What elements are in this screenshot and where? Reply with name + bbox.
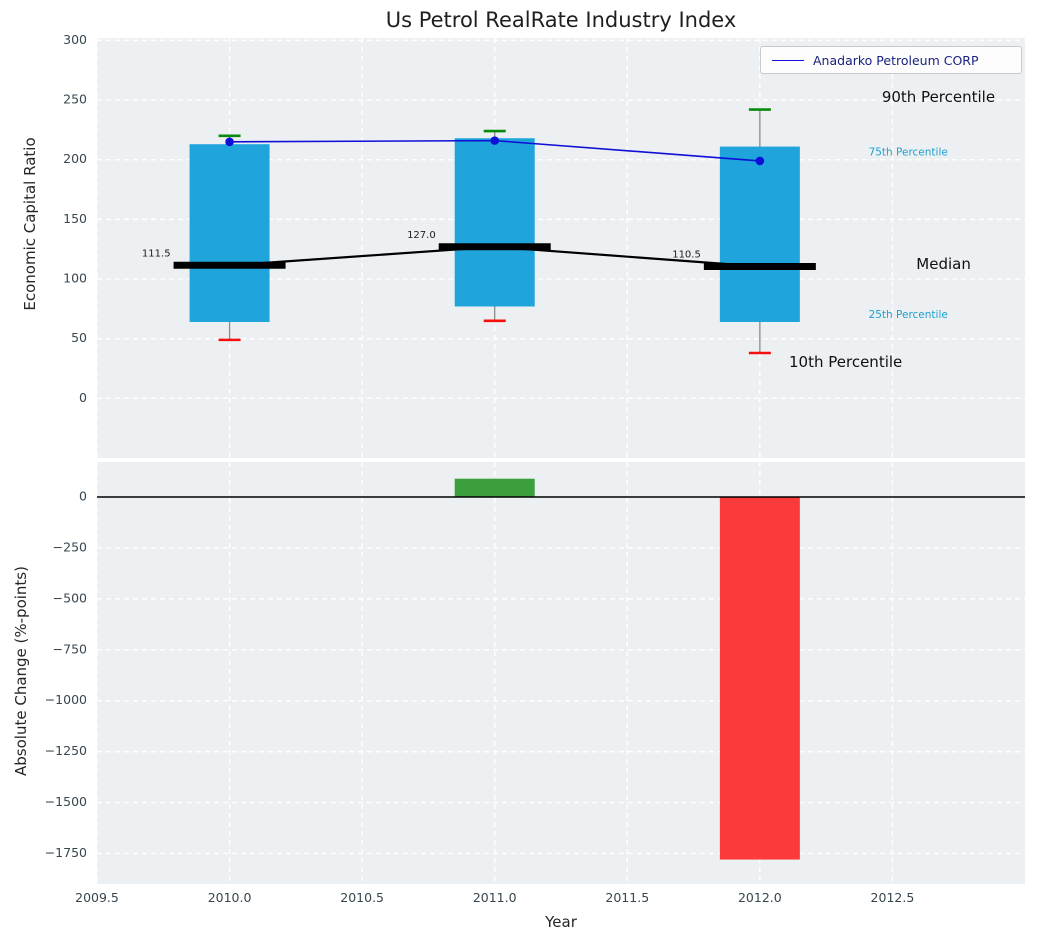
top-ytick-200: 200 (63, 151, 87, 166)
bottom-ytick-2: −500 (53, 590, 87, 605)
bottom-ytick-6: −1500 (45, 794, 87, 809)
legend-line-sample (772, 59, 804, 61)
top-ytick-100: 100 (63, 271, 87, 286)
bottom-ytick-3: −750 (53, 641, 87, 656)
chart-title: Us Petrol RealRate Industry Index (385, 8, 737, 32)
bottom-ytick-7: −1750 (45, 845, 87, 860)
legend-label: Anadarko Petroleum CORP (813, 52, 979, 68)
annotation-75th-percentile: 75th Percentile (869, 147, 948, 159)
top-ytick-300: 300 (63, 32, 87, 47)
median-value-label-2011: 127.0 (407, 230, 436, 241)
percentile-box-2011: 127.0 (407, 129, 551, 323)
bottom-ytick-4: −1000 (45, 692, 87, 707)
bottom-axes-background (97, 462, 1025, 884)
median-value-label-2010: 111.5 (142, 248, 171, 259)
bottom-ytick-1: −250 (53, 539, 87, 554)
change-bar-2011 (454, 478, 535, 498)
bottom-ytick-0: 0 (79, 489, 87, 504)
xtick-2010.0: 2010.0 (208, 890, 252, 905)
iqr-box-2011 (454, 138, 535, 307)
xtick-2012.5: 2012.5 (871, 890, 915, 905)
xtick-2012.0: 2012.0 (738, 890, 782, 905)
xtick-2011.0: 2011.0 (473, 890, 517, 905)
top-ytick-0: 0 (79, 390, 87, 405)
bottom-ytick-5: −1250 (45, 743, 87, 758)
annotation-90th-percentile: 90th Percentile (882, 88, 995, 106)
annotation-25th-percentile: 25th Percentile (869, 309, 948, 321)
legend: Anadarko Petroleum CORP (760, 46, 1022, 74)
top-ytick-50: 50 (71, 330, 87, 345)
median-value-label-2012: 110.5 (672, 249, 701, 260)
change-bar-2012 (719, 497, 800, 860)
x-axis-label: Year (545, 913, 577, 931)
series-marker-2012 (755, 156, 765, 166)
median-trend-line (229, 245, 760, 268)
top-y-axis-label: Economic Capital Ratio (21, 137, 39, 311)
top-ytick-150: 150 (63, 211, 87, 226)
bottom-y-axis-label: Absolute Change (%-points) (12, 566, 30, 776)
iqr-box-2010 (189, 144, 270, 322)
top-ytick-250: 250 (63, 92, 87, 107)
xtick-2010.5: 2010.5 (340, 890, 384, 905)
annotation-10th-percentile: 10th Percentile (789, 353, 902, 371)
series-marker-2010 (225, 137, 234, 147)
annotation-median: Median (916, 255, 971, 273)
series-marker-2011 (490, 136, 500, 145)
iqr-box-2012 (719, 146, 800, 322)
xtick-2009.5: 2009.5 (75, 890, 119, 905)
xtick-2011.5: 2011.5 (605, 890, 649, 905)
